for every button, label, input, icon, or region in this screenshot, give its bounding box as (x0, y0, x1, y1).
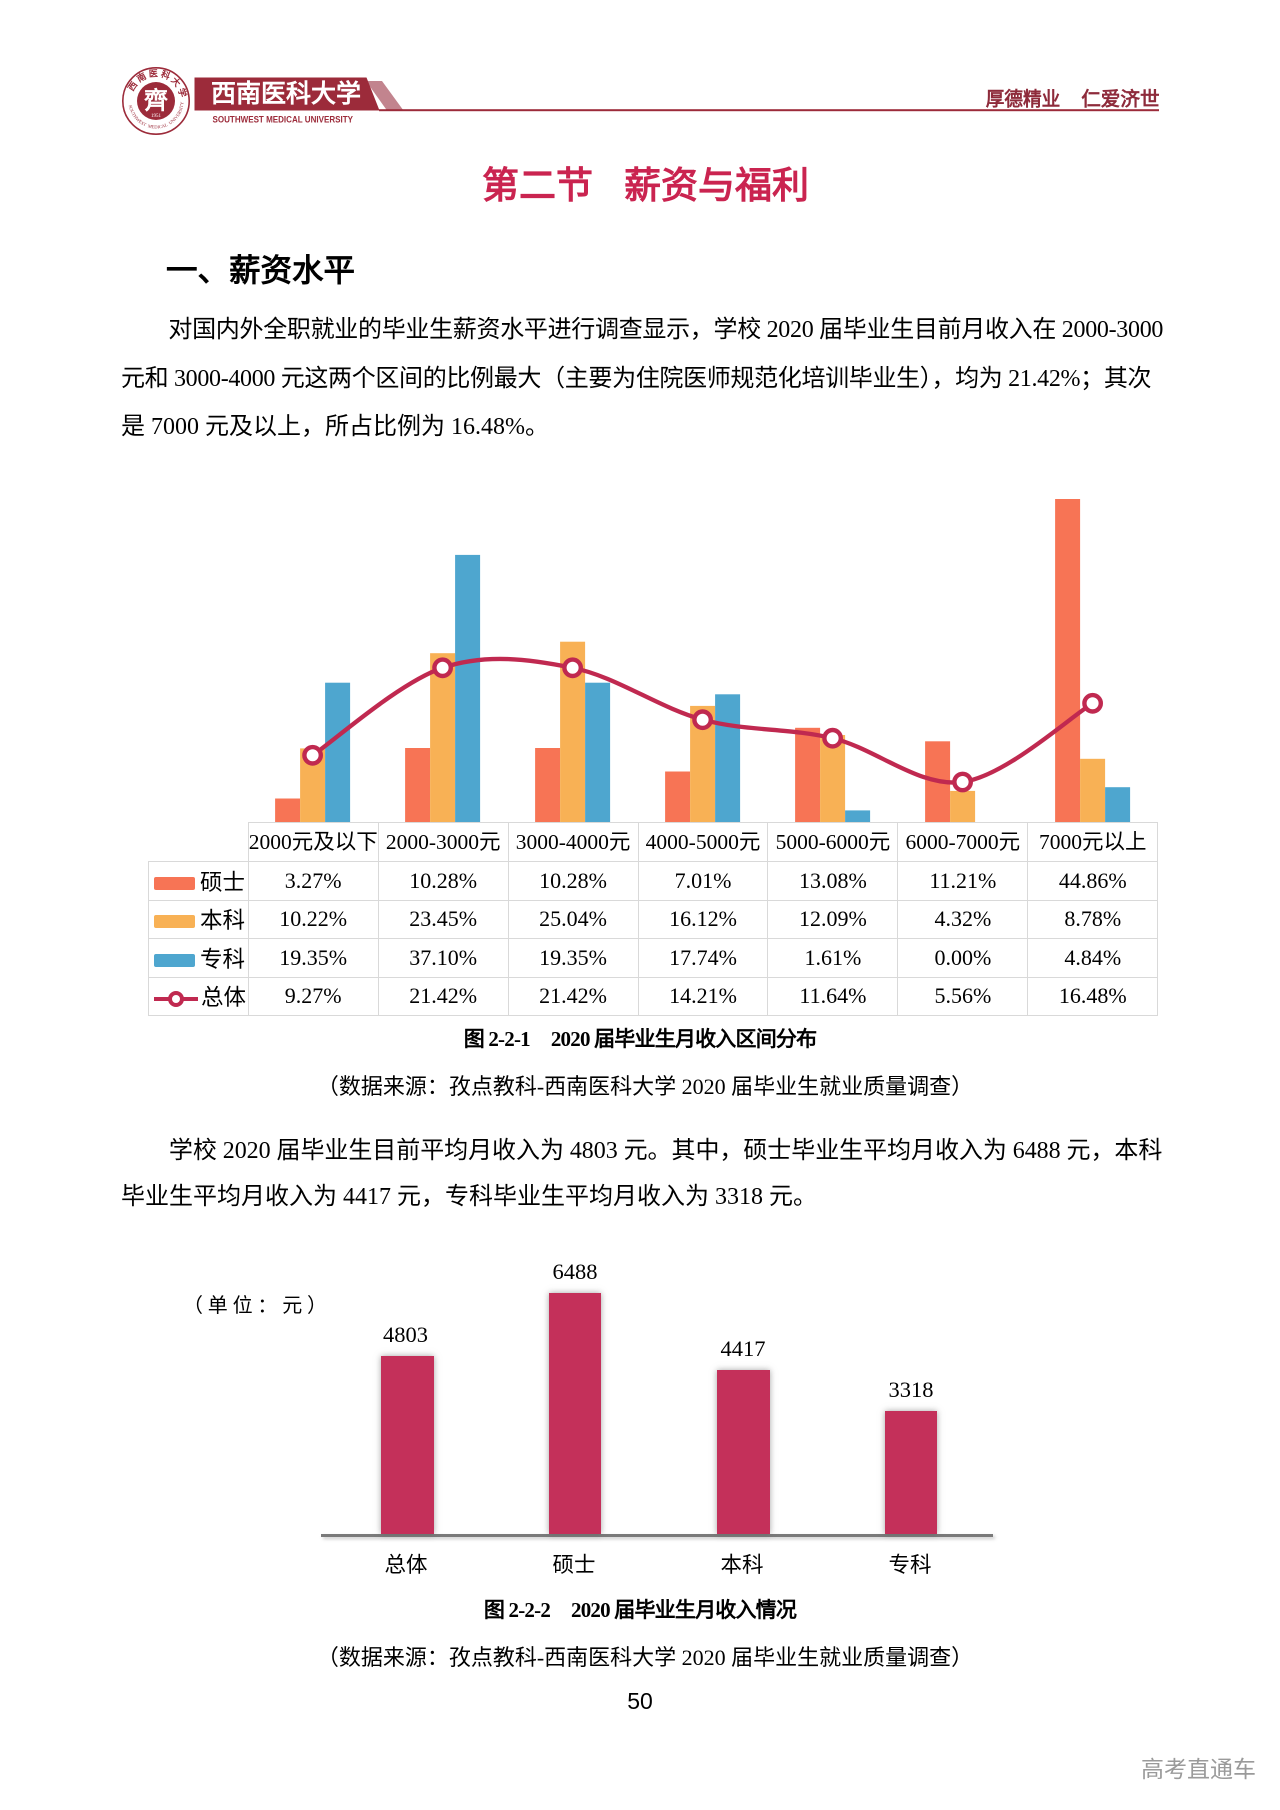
svg-text:1951: 1951 (151, 114, 162, 119)
svg-text:SOUTHWEST MEDICAL UNIVERSITY: SOUTHWEST MEDICAL UNIVERSITY (213, 115, 354, 126)
svg-text:厚德精业: 厚德精业 (986, 88, 1061, 111)
svg-text:西南医科大学: 西南医科大学 (211, 79, 361, 108)
svg-text:齊: 齊 (143, 87, 169, 115)
svg-text:仁爱济世: 仁爱济世 (1081, 88, 1160, 111)
